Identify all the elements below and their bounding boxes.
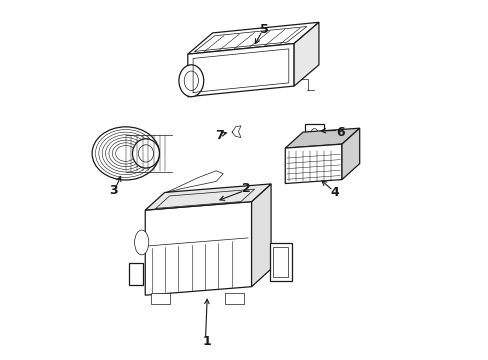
Ellipse shape: [179, 65, 203, 97]
Text: 4: 4: [330, 186, 339, 199]
Ellipse shape: [92, 127, 159, 180]
Text: 1: 1: [203, 335, 211, 348]
Polygon shape: [341, 128, 359, 180]
Ellipse shape: [138, 145, 153, 162]
Bar: [129, 263, 143, 284]
Text: 7: 7: [215, 129, 224, 142]
Ellipse shape: [132, 139, 159, 168]
Bar: [150, 293, 170, 304]
Polygon shape: [293, 22, 318, 86]
Ellipse shape: [311, 129, 317, 136]
Polygon shape: [251, 184, 270, 287]
Polygon shape: [285, 144, 341, 184]
Text: 5: 5: [259, 23, 268, 36]
Polygon shape: [285, 128, 359, 148]
FancyBboxPatch shape: [305, 124, 323, 140]
Text: 3: 3: [109, 184, 118, 197]
Polygon shape: [145, 202, 251, 295]
Text: 6: 6: [335, 126, 344, 139]
Ellipse shape: [134, 230, 148, 255]
Ellipse shape: [184, 71, 198, 90]
Polygon shape: [187, 44, 293, 97]
FancyBboxPatch shape: [269, 243, 291, 281]
Polygon shape: [145, 184, 270, 210]
Text: 2: 2: [242, 183, 250, 195]
FancyBboxPatch shape: [273, 247, 288, 277]
Bar: [224, 293, 244, 304]
Polygon shape: [187, 22, 318, 54]
